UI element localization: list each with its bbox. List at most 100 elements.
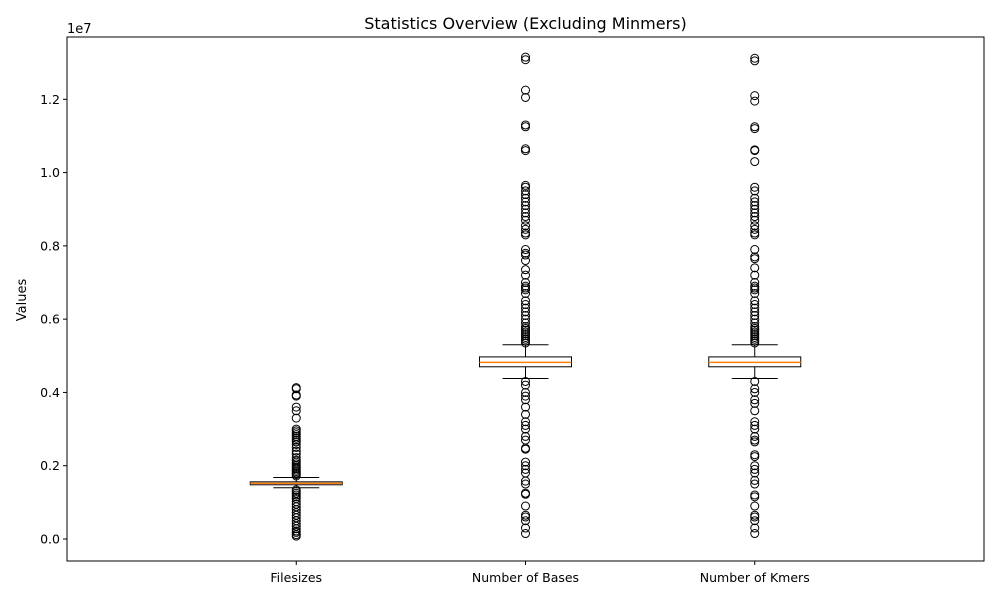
y-tick-label: 0.4 [40, 385, 60, 400]
outlier-point [521, 296, 530, 306]
outlier-point [291, 413, 301, 423]
outlier-point [750, 281, 760, 291]
outlier-point [750, 307, 760, 317]
outlier-point [750, 501, 760, 511]
outlier-point [521, 120, 530, 130]
outlier-point [750, 516, 760, 526]
outlier-point [521, 265, 530, 275]
outlier-point [291, 499, 301, 509]
outlier-point [750, 228, 760, 238]
outlier-point [750, 529, 760, 539]
outlier-point [750, 395, 760, 405]
outlier-point [750, 224, 760, 234]
outlier-point [521, 55, 530, 65]
outlier-point [521, 281, 530, 291]
outlier-point [521, 409, 530, 419]
outlier-point [750, 299, 760, 309]
outlier-point [750, 387, 760, 397]
outlier-point [291, 526, 301, 536]
outlier-point [521, 197, 530, 207]
outlier-point [750, 310, 760, 320]
outlier-point [521, 278, 530, 288]
chart-title: Statistics Overview (Excluding Minmers) [364, 14, 687, 33]
outlier-point [750, 215, 760, 225]
outlier-point [750, 245, 760, 255]
outlier-point [521, 92, 530, 102]
outlier-point [291, 390, 301, 400]
outlier-point [521, 144, 530, 154]
outlier-point [750, 157, 760, 167]
outlier-point [291, 406, 301, 416]
outlier-point [750, 201, 760, 211]
outlier-point [291, 455, 301, 465]
outlier-point [521, 431, 530, 441]
outlier-point [750, 145, 760, 155]
outlier-point [750, 263, 760, 273]
outlier-point [750, 91, 760, 101]
outlier-point [750, 289, 760, 299]
outlier-point [521, 457, 530, 467]
plot-frame [66, 36, 985, 562]
outlier-point [750, 221, 760, 231]
outlier-point [521, 464, 530, 474]
outlier-point [521, 193, 530, 203]
outlier-point [521, 510, 530, 520]
outlier-point [750, 270, 760, 280]
y-tick-label: 0.2 [40, 458, 60, 473]
outlier-point [521, 221, 530, 231]
outlier-point [521, 523, 530, 533]
outlier-point [521, 321, 530, 331]
x-tick-label: Number of Bases [472, 570, 579, 585]
outlier-point [521, 289, 530, 299]
outlier-point [291, 442, 301, 452]
outlier-point [521, 435, 530, 445]
outlier-point [750, 56, 760, 66]
outlier-point [521, 201, 530, 211]
outlier-point [750, 278, 760, 288]
outlier-point [750, 417, 760, 427]
outlier-point [750, 321, 760, 331]
outlier-point [521, 516, 530, 526]
outlier-point [521, 391, 530, 401]
outlier-point [750, 398, 760, 408]
outlier-point [521, 256, 530, 266]
outlier-point [521, 461, 530, 471]
outlier-point [750, 490, 760, 500]
outlier-point [521, 208, 530, 218]
outlier-point [750, 193, 760, 203]
outlier-point [521, 299, 530, 309]
outlier-point [750, 406, 760, 416]
outlier-point [521, 270, 530, 280]
outlier-point [291, 449, 301, 459]
outlier-point [521, 376, 530, 386]
outlier-point [521, 303, 530, 313]
outlier-point [291, 446, 301, 456]
y-tick-label: 0.6 [40, 312, 60, 327]
outlier-point [521, 468, 530, 478]
outlier-point [750, 182, 760, 192]
x-tick-label: Number of Kmers [700, 570, 810, 585]
outlier-point [750, 461, 760, 471]
y-tick-label: 1.0 [40, 165, 60, 180]
outlier-point [521, 52, 530, 62]
outlier-point [750, 376, 760, 386]
outlier-point [750, 424, 760, 434]
outlier-point [750, 523, 760, 533]
outlier-point [521, 212, 530, 222]
outlier-point [750, 420, 760, 430]
outlier-point [750, 122, 760, 132]
outlier-point [521, 180, 530, 190]
outlier-point [521, 314, 530, 324]
outlier-point [750, 479, 760, 489]
outlier-point [521, 228, 530, 238]
outlier-point [750, 53, 760, 63]
outlier-point [750, 450, 760, 460]
outlier-point [750, 314, 760, 324]
outlier-point [521, 204, 530, 214]
outlier-point [750, 208, 760, 218]
y-tick-label: 0.0 [40, 532, 60, 547]
outlier-point [750, 510, 760, 520]
y-axis-label: Values [15, 279, 30, 322]
outlier-point [750, 475, 760, 485]
